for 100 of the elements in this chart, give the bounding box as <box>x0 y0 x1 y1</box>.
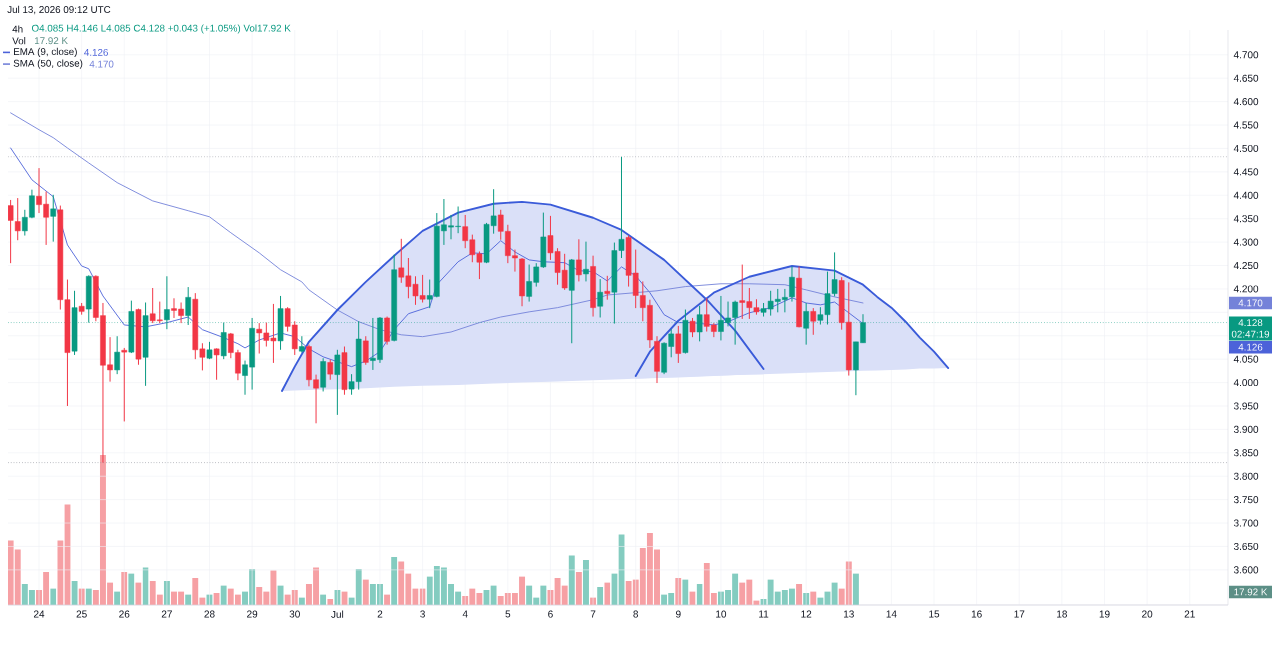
y-tick-label: 4.200 <box>1233 285 1259 293</box>
x-tick-label: 9 <box>676 610 681 618</box>
y-tick-label: 4.700 <box>1233 51 1259 59</box>
candlestick <box>50 194 57 243</box>
bar <box>135 582 142 605</box>
x-tick-label: 12 <box>801 610 812 618</box>
x-tick-label: 29 <box>247 610 258 618</box>
x-tick-label: 2 <box>377 610 383 618</box>
candlestick <box>114 335 120 375</box>
candlestick <box>334 349 341 416</box>
y-tick-label: 4.550 <box>1233 121 1259 129</box>
y-tick-label: 4.600 <box>1233 98 1259 106</box>
bar <box>568 555 575 605</box>
line-series <box>10 112 864 338</box>
text: 4.170 <box>1238 299 1263 307</box>
bar <box>277 585 284 605</box>
x-tick-label: 13 <box>844 610 854 618</box>
chart-subtitle: O4.085 H4.146 L4.085 C4.128 +0.043 (+1.05%) Vol17.92 K <box>31 24 291 34</box>
x-tick-label: 17 <box>1014 610 1025 618</box>
x-tick-label: 20 <box>1142 610 1153 618</box>
x-tick-label: 10 <box>716 610 727 618</box>
bar <box>831 582 838 605</box>
y-tick-label: 4.500 <box>1233 144 1259 152</box>
candlestick <box>220 322 227 360</box>
x-tick-label: 14 <box>886 610 897 618</box>
ref-line-label: 4.128 <box>1238 319 1263 327</box>
annotation: 4.170 <box>89 60 114 68</box>
x-tick-label: 26 <box>119 610 130 618</box>
x-tick-label: Jul <box>331 610 344 618</box>
candlestick <box>604 275 611 301</box>
x-tick-label: 3 <box>420 610 425 618</box>
candlestick <box>576 238 582 282</box>
y-tick-label: 3.800 <box>1233 472 1259 480</box>
bar <box>682 579 689 605</box>
x-tick-label: 8 <box>633 610 639 618</box>
candlestick <box>384 316 390 346</box>
legend-label: EMA (9, close) <box>14 47 77 57</box>
x-tick-label: 11 <box>759 610 769 618</box>
x-tick-label: 16 <box>971 610 982 618</box>
bar <box>71 580 78 605</box>
x-tick-label: 27 <box>161 610 172 618</box>
chart-title: 4h <box>12 25 23 33</box>
text: 02:47:19 <box>1231 330 1270 338</box>
chart-title: Vol <box>12 37 26 45</box>
candlestick <box>14 197 21 241</box>
text: 17.92 K <box>1234 588 1268 596</box>
text: 4.126 <box>1238 343 1263 351</box>
y-tick-label: 3.600 <box>1233 566 1259 574</box>
x-tick-label: 19 <box>1099 610 1110 618</box>
candlestick <box>675 325 682 364</box>
candlestick <box>362 335 369 366</box>
candlestick <box>696 305 703 342</box>
x-tick-label: 15 <box>929 610 940 618</box>
y-tick-label: 4.050 <box>1233 355 1259 363</box>
x-tick-label: 4 <box>462 610 468 618</box>
bar <box>575 571 582 605</box>
x-tick-label: 28 <box>204 610 215 618</box>
x-tick-label: 18 <box>1057 610 1068 618</box>
bar <box>85 588 92 605</box>
candlestick <box>803 302 809 346</box>
y-tick-label: 4.000 <box>1233 379 1259 387</box>
candlestick <box>213 347 220 381</box>
y-tick-label: 4.300 <box>1233 238 1259 246</box>
x-tick-label: 24 <box>33 610 45 618</box>
x-tick-label: 5 <box>505 610 511 618</box>
y-tick-label: 4.650 <box>1233 74 1259 82</box>
text: 17.92 K <box>34 37 68 45</box>
y-tick-label: 4.250 <box>1233 261 1259 270</box>
y-tick-label: 4.450 <box>1233 168 1259 176</box>
bar <box>391 556 398 605</box>
text: Jul 13, 2026 09:12 UTC <box>7 5 111 15</box>
candlestick <box>810 307 817 336</box>
y-tick-label: 4.350 <box>1233 215 1259 223</box>
x-tick-label: 25 <box>76 610 87 618</box>
candlestick <box>121 347 128 422</box>
y-tick-label: 3.850 <box>1233 449 1259 457</box>
candlestick <box>164 275 170 330</box>
y-tick-label: 3.900 <box>1233 425 1259 433</box>
y-tick-label: 3.700 <box>1233 519 1259 527</box>
x-tick-label: 30 <box>289 610 300 618</box>
x-tick-label: 7 <box>590 610 596 618</box>
bar <box>582 559 589 605</box>
x-tick-label: 6 <box>548 610 553 618</box>
candlestick <box>597 278 603 318</box>
candlestick <box>185 286 191 326</box>
y-tick-label: 3.650 <box>1233 542 1259 550</box>
y-tick-label: 4.400 <box>1233 191 1259 199</box>
x-tick-label: 21 <box>1184 610 1195 618</box>
bar <box>128 573 135 605</box>
candlestick <box>327 359 334 381</box>
candlestick <box>8 199 14 264</box>
bar <box>597 586 604 605</box>
bar <box>362 579 369 605</box>
candlestick <box>583 241 589 282</box>
legend-label: SMA (50, close) <box>13 59 83 69</box>
bar <box>519 576 526 605</box>
bar <box>796 583 803 605</box>
y-tick-label: 3.750 <box>1233 496 1259 504</box>
candlestick <box>689 317 696 338</box>
bar <box>852 573 859 605</box>
